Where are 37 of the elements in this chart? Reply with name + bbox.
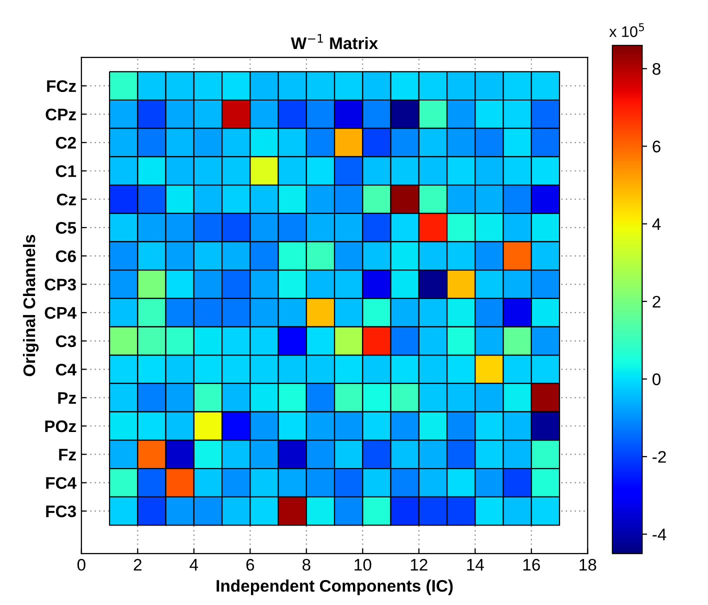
x-tick-label: 10 xyxy=(354,558,372,571)
y-axis-title: Original Channels xyxy=(22,234,39,376)
y-tick-label: FC3 xyxy=(46,505,76,518)
x-tick-label: 4 xyxy=(190,559,198,571)
y-tick-label: C2 xyxy=(56,136,76,149)
x-tick-label: 2 xyxy=(134,558,142,571)
y-tick-label: POz xyxy=(45,420,76,432)
x-tick-label: 8 xyxy=(302,558,310,571)
y-tick-label: Pz xyxy=(58,392,76,404)
y-tick-label: C5 xyxy=(56,222,76,234)
y-tick-label: FCz xyxy=(47,80,76,92)
color-bar-label: 6 xyxy=(652,140,660,152)
x-tick-label: 18 xyxy=(580,558,596,571)
y-tick-label: C1 xyxy=(56,165,76,178)
y-tick-label: CPz xyxy=(46,108,76,120)
y-tick-label: FC4 xyxy=(46,477,76,489)
y-tick-label: Fz xyxy=(59,448,76,460)
x-axis-title: Independent Components (IC) xyxy=(216,580,453,596)
x-tick-label: 14 xyxy=(467,559,484,571)
y-tick-label: C6 xyxy=(56,250,76,262)
color-bar-label: 2 xyxy=(652,296,660,308)
color-bar-title: x 10$^{5}$ xyxy=(609,23,644,38)
color-bar-label: 0 xyxy=(652,373,660,386)
x-tick-label: 0 xyxy=(77,558,86,571)
x-tick-label: 16 xyxy=(523,558,540,571)
x-tick-label: 6 xyxy=(246,558,254,571)
y-tick-label: C3 xyxy=(56,335,76,348)
y-tick-label: CP4 xyxy=(44,307,76,319)
color-bar-label: 8 xyxy=(652,63,660,75)
color-bar-label: -4 xyxy=(652,528,666,540)
y-tick-label: Cz xyxy=(56,194,76,206)
y-tick-label: CP3 xyxy=(44,278,76,290)
x-tick-label: 12 xyxy=(410,558,428,571)
color-bar-label: -2 xyxy=(652,450,666,463)
y-tick-label: C4 xyxy=(56,364,76,376)
color-bar-label: 4 xyxy=(652,218,661,230)
chart-title: W$^{−1}$ Matrix xyxy=(290,34,378,50)
